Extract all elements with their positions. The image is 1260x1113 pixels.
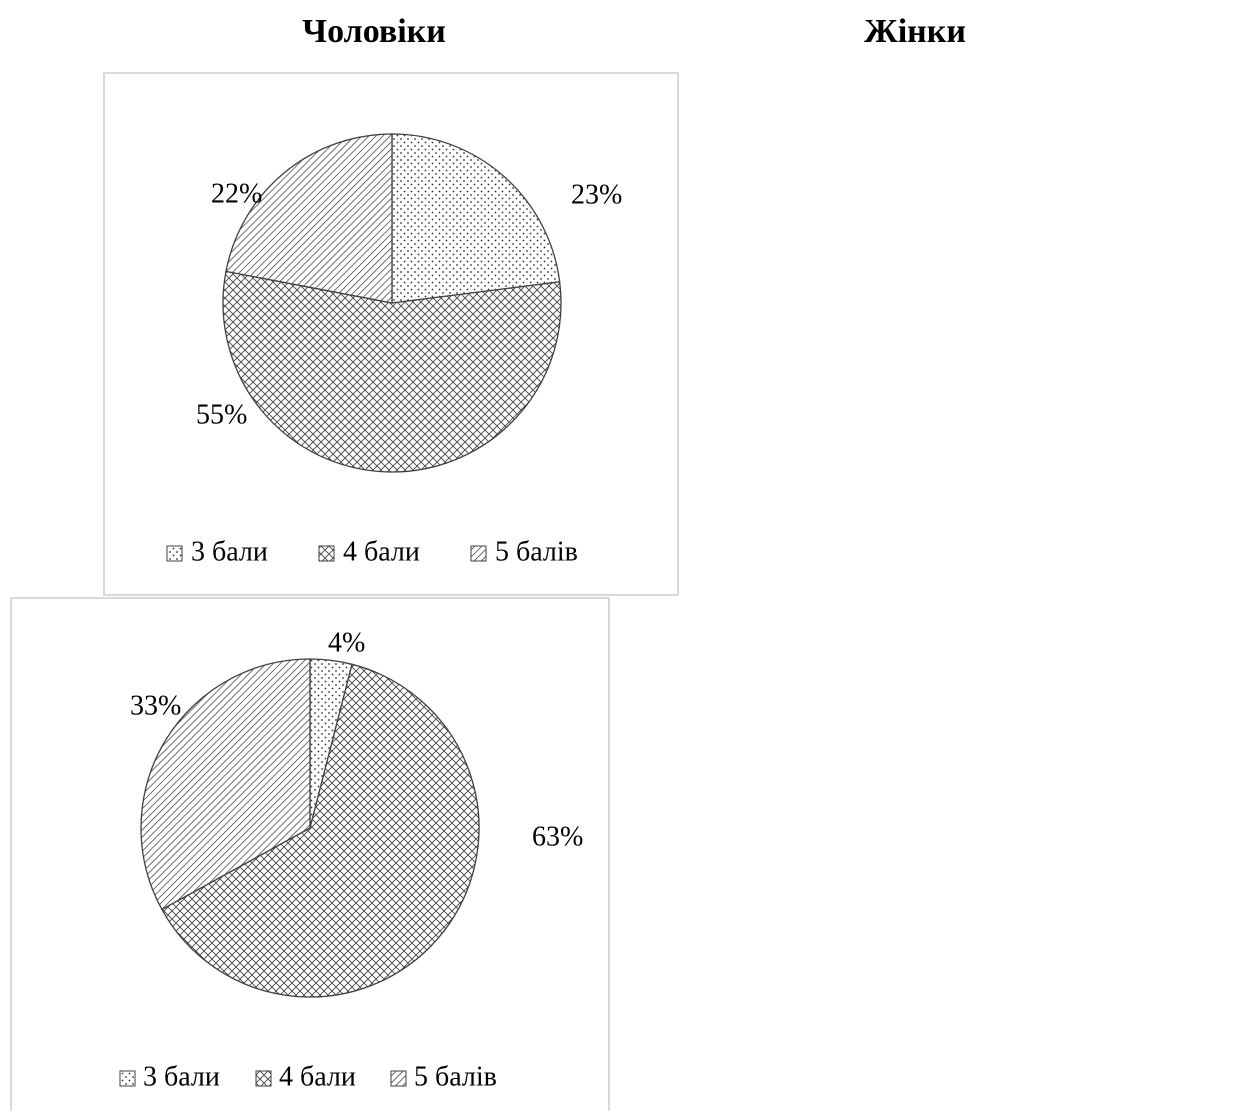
- pie-chart-men-svg: 23% 55% 22% 3 бали 4 бали 5 балів: [166, 133, 622, 567]
- men-data-label-1: 23%: [571, 179, 622, 210]
- men-legend-label-3: 5 балів: [495, 536, 578, 567]
- women-data-label-2: 63%: [532, 821, 583, 852]
- women-slice-2: [161, 663, 480, 998]
- pie-chart-men: 23% 55% 22% 3 бали 4 бали 5 балів: [103, 72, 679, 596]
- women-slice-3: [140, 658, 311, 911]
- men-slice-1: [391, 133, 561, 304]
- men-legend-swatch-2: [318, 545, 335, 562]
- women-legend-label-3: 5 балів: [414, 1061, 497, 1092]
- women-legend-swatch-3: [390, 1070, 407, 1087]
- men-legend-label-2: 4 бали: [343, 536, 420, 567]
- women-legend-swatch-2: [255, 1070, 272, 1087]
- men-data-label-3: 22%: [211, 178, 262, 209]
- heading-men: Чоловіки: [302, 13, 446, 50]
- heading-women: Жінки: [864, 13, 966, 50]
- men-data-label-2: 55%: [196, 399, 247, 430]
- men-legend-swatch-3: [470, 545, 487, 562]
- men-slice-2: [222, 270, 562, 473]
- women-legend-swatch-1: [119, 1070, 136, 1087]
- women-data-label-1: 4%: [328, 627, 365, 658]
- pie-chart-women: 4% 63% 33% 3 бали 4 бали 5 балів: [10, 597, 610, 1111]
- women-legend-label-2: 4 бали: [279, 1061, 356, 1092]
- women-legend-label-1: 3 бали: [143, 1061, 220, 1092]
- men-legend-label-1: 3 бали: [191, 536, 268, 567]
- men-slice-3: [225, 133, 393, 304]
- men-legend-swatch-1: [166, 545, 183, 562]
- pie-chart-women-svg: 4% 63% 33% 3 бали 4 бали 5 балів: [119, 627, 583, 1092]
- women-data-label-3: 33%: [130, 690, 181, 721]
